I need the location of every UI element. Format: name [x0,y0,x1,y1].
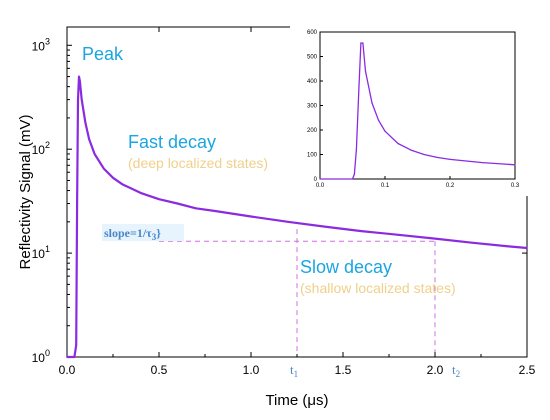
y-tick-label: 102 [32,140,50,157]
inset-data-point [449,158,451,160]
slope-label-bg [102,224,184,241]
fast-decay-label: Fast decay [128,132,216,152]
data-point [84,121,87,124]
data-point [76,202,78,205]
inset-axis-ticks: 0.0 0.1 0.2 0.3 0 100 200 300 400 500 600 [307,30,520,189]
inset-background [290,20,528,196]
inset-data-point [358,85,360,87]
data-point [93,153,96,155]
inset-y-tick-label: 200 [307,128,318,134]
inset-data-point [514,164,516,166]
data-point [102,167,105,170]
data-point [250,215,252,218]
data-point [139,192,142,194]
inset-data-point [353,173,355,175]
slope-text: slope=1/τ [104,226,152,240]
guide-lines [159,229,436,357]
inset-x-tick-label: 0.2 [446,183,455,189]
x-tick-label: 0.0 [59,363,76,377]
y-axis-label: Reflectivity Signal (mV) [17,114,34,269]
inset-data-point [319,178,321,180]
inset-x-tick-label: 0.1 [381,183,390,189]
x-tick-label: 2.0 [427,363,444,377]
data-point [75,344,78,347]
inset-data-point [481,162,484,164]
x-tick-label: 0.5 [151,363,168,377]
inset-y-tick-label: 0 [314,177,318,183]
data-point [79,80,81,83]
y-tick-label: 103 [32,36,50,53]
data-point [360,230,363,233]
data-point [112,176,114,179]
inset-data-point [371,102,373,104]
data-point [470,241,473,244]
decay-curve [67,75,528,359]
data-point [286,220,289,223]
inset-curve [320,42,516,180]
y-tick-label: 100 [32,348,50,365]
inset-x-tick-label: 0.0 [316,183,325,189]
inset-data-point [436,156,438,158]
inset-y-tick-label: 400 [307,79,318,85]
data-point [78,75,80,78]
data-point [121,183,124,186]
slope-end: } [156,226,161,240]
inset-chart: 0.0 0.1 0.2 0.3 0 100 200 300 400 500 600 [290,20,528,196]
slow-decay-label: Slow decay [300,257,392,277]
data-point [507,245,510,248]
x-tick-label: 2.5 [519,363,536,377]
data-point [80,98,83,101]
data-point [434,237,436,240]
data-point [526,247,528,249]
inset-data-point [362,42,364,44]
inset-series [319,42,516,180]
x-axis-label: Time (μs) [265,392,328,409]
svg-text:slope=1/τ3}: slope=1/τ3} [104,226,161,242]
slope-sub: 3 [152,232,157,242]
inset-y-tick-label: 500 [307,55,318,61]
data-point [176,202,179,205]
data-point [158,198,160,201]
inset-data-point [377,119,380,121]
slope-label: slope=1/τ3} [102,224,184,242]
data-point [194,207,197,210]
t2-label: t2 [452,362,460,379]
slow-decay-note: (shallow localized states) [300,280,456,296]
data-point [213,210,216,212]
data-point [66,356,68,358]
inset-data-point [355,149,357,151]
data-point [397,233,400,236]
y-tick-label: 101 [32,244,50,261]
inset-y-tick-label: 300 [307,104,318,110]
inset-data-point [397,142,399,145]
x-tick-label: 1.5 [335,363,352,377]
inset-data-point [423,153,425,156]
main-series [66,75,528,359]
t1-label: t1 [290,362,298,379]
fast-decay-note: (deep localized states) [128,155,268,171]
data-point [323,225,326,228]
inset-x-tick-label: 0.3 [511,183,520,189]
inset-data-point [351,178,354,180]
inset-data-point [364,70,367,72]
data-point [73,356,76,358]
peak-label: Peak [82,44,124,64]
inset-y-tick-label: 100 [307,153,318,159]
x-tick-label: 1.0 [243,363,260,377]
data-point [88,138,90,141]
inset-y-tick-label: 600 [307,30,318,36]
data-point [77,98,79,101]
inset-data-point [410,149,412,151]
inset-data-point [360,42,362,44]
inset-data-point [384,130,386,132]
